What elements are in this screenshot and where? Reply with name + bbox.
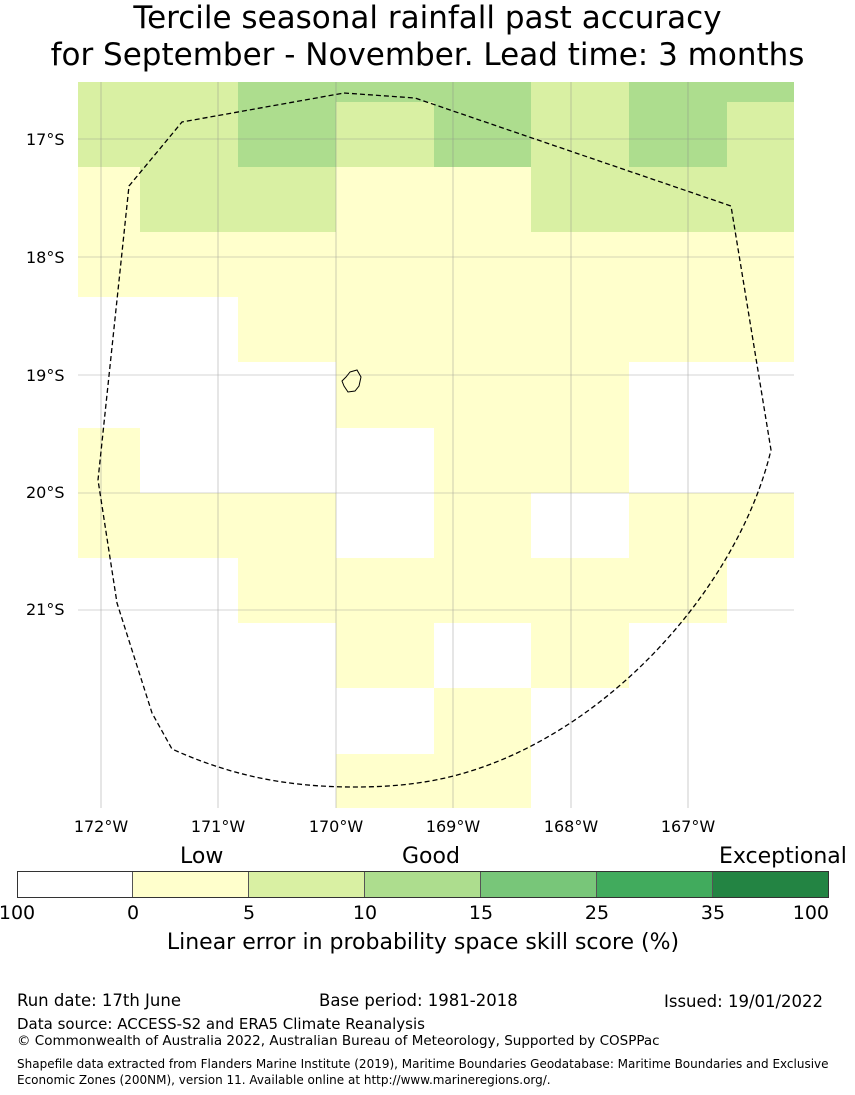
category-low: Low — [180, 844, 224, 869]
skill-cell — [238, 297, 794, 362]
lat-label-17s: 17°S — [26, 130, 65, 149]
colorbar-segment — [249, 871, 365, 897]
category-good: Good — [402, 844, 460, 869]
skill-cell — [629, 82, 727, 167]
colorbar-tick: 100 — [792, 902, 829, 924]
skill-cell — [531, 623, 629, 688]
skill-cell — [629, 493, 794, 558]
lat-label-18s: 18°S — [26, 248, 65, 267]
lon-label-171w: 171°W — [190, 817, 246, 836]
issued-date: Issued: 19/01/2022 — [664, 992, 824, 1011]
base-period: Base period: 1981-2018 — [319, 991, 518, 1010]
skill-cell — [78, 167, 140, 232]
lon-label-167w: 167°W — [660, 817, 716, 836]
skill-cell — [78, 232, 794, 297]
skill-cell — [78, 82, 238, 167]
colorbar-frame — [17, 871, 829, 898]
skill-cell — [238, 558, 727, 623]
colorbar-tick: 5 — [242, 902, 256, 924]
skill-cell — [78, 493, 336, 558]
title-line-1: Tercile seasonal rainfall past accuracy — [133, 0, 722, 36]
skill-cell — [434, 428, 629, 493]
category-exceptional: Exceptional — [719, 844, 847, 869]
shapefile-credit: Shapefile data extracted from Flanders M… — [17, 1057, 829, 1087]
lon-label-170w: 170°W — [308, 817, 364, 836]
copyright: © Commonwealth of Australia 2022, Austra… — [17, 1033, 660, 1049]
niue-island-outline — [341, 369, 362, 393]
skill-cell — [238, 82, 336, 167]
skill-cell — [336, 623, 434, 688]
skill-cell — [727, 82, 794, 102]
lat-label-20s: 20°S — [26, 483, 65, 502]
colorbar-tick: 100 — [0, 902, 36, 924]
run-date: Run date: 17th June — [17, 991, 181, 1010]
lat-label-19s: 19°S — [26, 366, 65, 385]
colorbar-segment — [597, 871, 713, 897]
data-source: Data source: ACCESS-S2 and ERA5 Climate … — [17, 1015, 425, 1033]
lon-label-169w: 169°W — [425, 817, 481, 836]
colorbar-label: Linear error in probability space skill … — [166, 930, 680, 955]
skill-cell — [531, 82, 629, 167]
map-title: Tercile seasonal rainfall past accuracy … — [0, 0, 855, 74]
skill-cell — [531, 167, 794, 232]
colorbar-tick: 25 — [584, 902, 610, 924]
skill-cell — [727, 102, 794, 167]
skill-cells — [78, 82, 794, 808]
title-line-2: for September - November. Lead time: 3 m… — [50, 37, 805, 73]
skill-cell — [78, 428, 140, 493]
skill-cell — [336, 362, 629, 428]
colorbar-tick: 10 — [352, 902, 378, 924]
lat-label-21s: 21°S — [26, 600, 65, 619]
skill-cell — [336, 167, 531, 232]
colorbar-segment — [481, 871, 597, 897]
skill-cell — [434, 82, 531, 167]
colorbar-segment — [365, 871, 481, 897]
eez-boundary — [97, 92, 772, 788]
lon-label-168w: 168°W — [543, 817, 599, 836]
skill-map — [78, 82, 794, 808]
lon-label-172w: 172°W — [73, 817, 129, 836]
colorbar-tick: 0 — [126, 902, 140, 924]
skill-cell — [140, 167, 336, 232]
colorbar-tick: 35 — [700, 902, 726, 924]
colorbar-segment — [133, 871, 249, 897]
colorbar-segment — [17, 871, 133, 897]
skill-cell — [434, 493, 531, 558]
graticule — [78, 82, 794, 808]
skill-cell — [336, 102, 434, 167]
skill-cell — [434, 688, 531, 754]
colorbar-tick: 15 — [468, 902, 494, 924]
